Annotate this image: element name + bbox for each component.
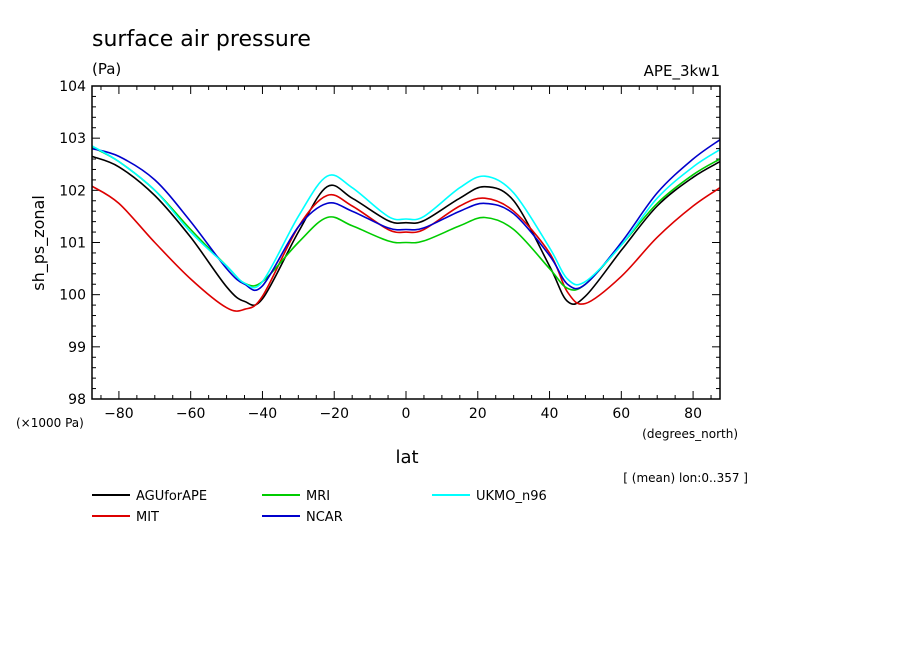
legend-label-ncar: NCAR [306, 510, 343, 525]
y-tick-label: 100 [59, 288, 86, 304]
y-tick-label: 101 [59, 236, 86, 252]
y-tick-label: 98 [68, 392, 86, 408]
y-tick-label: 104 [59, 79, 86, 95]
x-axis-label: lat [395, 447, 418, 468]
series-lines [91, 139, 721, 312]
x-tick-label: −60 [176, 406, 206, 422]
series-line-aguforape [91, 155, 721, 307]
y-tick-label: 103 [59, 131, 86, 147]
x-tick-label: −20 [319, 406, 349, 422]
legend-label-mri: MRI [306, 489, 330, 504]
y-scale-note: (×1000 Pa) [16, 416, 84, 430]
chart-title: surface air pressure [92, 27, 311, 52]
x-tick-label: −40 [248, 406, 278, 422]
legend-label-mit: MIT [136, 510, 159, 525]
experiment-label: APE_3kw1 [644, 62, 720, 81]
legend-label-aguforape: AGUforAPE [136, 489, 207, 504]
y-tick-label: 99 [68, 340, 86, 356]
x-tick-label: 80 [684, 406, 702, 422]
y-axis-label: sh_ps_zonal [29, 195, 49, 291]
x-tick-label: 40 [541, 406, 559, 422]
legend: AGUforAPE MIT MRI NCAR UKMO_n96 [92, 489, 547, 525]
legend-label-ukmo-n96: UKMO_n96 [476, 489, 547, 504]
series-line-mit [91, 185, 721, 312]
series-line-ncar [91, 139, 721, 292]
series-line-ukmo-n96 [91, 145, 721, 289]
x-tick-label: −80 [104, 406, 134, 422]
plot-frame [91, 85, 721, 400]
x-axis-units: (degrees_north) [642, 427, 738, 441]
x-tick-label: 0 [402, 406, 411, 422]
x-tick-label: 20 [469, 406, 487, 422]
footnote: [ (mean) lon:0..357 ] [623, 471, 748, 485]
axis-tick-labels: −80 −60 −40 −20 0 20 40 60 80 98 99 100 101 102 103 104 [59, 79, 702, 422]
y-tick-label: 102 [59, 183, 86, 199]
chart-units: (Pa) [92, 60, 121, 78]
x-tick-label: 60 [612, 406, 630, 422]
